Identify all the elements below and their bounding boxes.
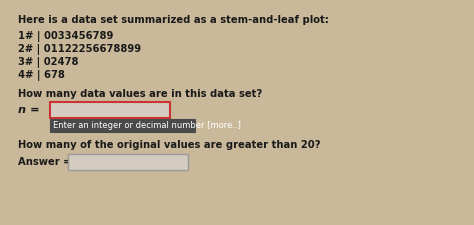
FancyBboxPatch shape [50, 119, 195, 132]
Text: Here is a data set summarized as a stem-and-leaf plot:: Here is a data set summarized as a stem-… [18, 15, 329, 25]
Text: 3# | 02478: 3# | 02478 [18, 57, 79, 68]
FancyBboxPatch shape [50, 102, 170, 118]
FancyBboxPatch shape [68, 154, 188, 170]
Text: 1# | 0033456789: 1# | 0033456789 [18, 31, 113, 42]
Text: How many of the original values are greater than 20?: How many of the original values are grea… [18, 140, 320, 150]
Text: Enter an integer or decimal number [more..]: Enter an integer or decimal number [more… [53, 121, 241, 130]
Text: Answer =: Answer = [18, 157, 72, 167]
Text: 2# | 01122256678899: 2# | 01122256678899 [18, 44, 141, 55]
Text: 4# | 678: 4# | 678 [18, 70, 65, 81]
Text: n =: n = [18, 105, 40, 115]
Text: How many data values are in this data set?: How many data values are in this data se… [18, 89, 262, 99]
